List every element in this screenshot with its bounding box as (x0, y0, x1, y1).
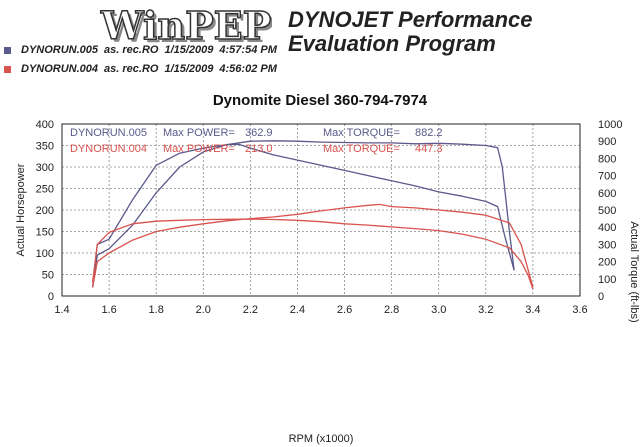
logo-text: WinPEP (100, 6, 271, 48)
x-tick-label: 3.6 (572, 304, 587, 316)
annotation-power-value: 362.9 (245, 127, 273, 139)
x-axis-label: RPM (x1000) (289, 433, 354, 445)
x-tick-labels: 1.4 1.6 1.8 2.0 2.2 2.4 2.6 2.8 3.0 3.2 3.4 3.6 (54, 304, 587, 316)
y-right-tick-label: 300 (598, 239, 616, 251)
y-right-tick-labels: 0 100 200 300 400 500 600 700 800 900 1000 (598, 119, 622, 303)
y-right-tick-label: 400 (598, 222, 616, 234)
x-tick-label: 1.8 (149, 304, 164, 316)
series-line-dynorun-004-power (91, 203, 534, 288)
annotation-run-name: DYNORUN.005 (70, 127, 147, 139)
y-left-tick-labels: 0 50 100 150 200 250 300 350 400 (36, 119, 54, 303)
y-right-tick-label: 0 (598, 291, 604, 303)
y-left-tick-label: 50 (42, 270, 54, 282)
y-right-tick-label: 700 (598, 171, 616, 183)
y-left-tick-label: 250 (36, 184, 54, 196)
annotation-run-005: DYNORUN.005 Max POWER= 362.9 Max TORQUE=… (70, 127, 443, 139)
y-left-tick-label: 400 (36, 119, 54, 131)
x-tick-label: 2.4 (290, 304, 305, 316)
y-left-tick-label: 150 (36, 227, 54, 239)
x-tick-label: 2.0 (196, 304, 211, 316)
chart-title: Dynomite Diesel 360-794-7974 (212, 92, 428, 109)
run-row-2: DYNORUN.004 as. rec.RO 1/15/2009 4:56:02 PM (4, 63, 283, 77)
y-right-tick-label: 500 (598, 205, 616, 217)
run-color-swatch (4, 46, 11, 54)
run-time: 4:56:02 PM (219, 63, 277, 75)
run-info: as. rec.RO (104, 44, 159, 56)
series-line-dynorun-005-power (91, 140, 515, 288)
annotation-torque-value: 447.3 (415, 143, 443, 155)
run-row-1: DYNORUN.005 as. rec.RO 1/15/2009 4:57:54 PM (4, 44, 283, 58)
annotation-torque-label: Max TORQUE= (323, 127, 400, 139)
x-tick-label: 3.0 (431, 304, 446, 316)
annotation-power-label: Max POWER= (163, 143, 235, 155)
series-line-dynorun-005-torque (91, 143, 515, 288)
annotation-torque-label: Max TORQUE= (323, 143, 400, 155)
annotation-power-label: Max POWER= (163, 127, 235, 139)
run-time: 4:57:54 PM (219, 44, 277, 56)
y-right-tick-label: 800 (598, 153, 616, 165)
y-left-tick-label: 0 (48, 291, 54, 303)
y-right-tick-label: 600 (598, 188, 616, 200)
y-right-tick-label: 1000 (598, 119, 622, 131)
y-right-tick-label: 900 (598, 136, 616, 148)
annotation-run-name: DYNORUN.004 (70, 143, 147, 155)
series-lines (91, 140, 534, 290)
x-tick-label: 1.4 (54, 304, 69, 316)
winpep-logo: WinPEP WinPEP (96, 6, 272, 48)
run-date: 1/15/2009 (164, 63, 214, 75)
run-info: as. rec.RO (104, 63, 159, 75)
y-left-tick-label: 100 (36, 248, 54, 260)
annotation-torque-value: 882.2 (415, 127, 443, 139)
series-line-dynorun-004-torque (91, 218, 534, 290)
y-left-tick-label: 300 (36, 162, 54, 174)
app-title: DYNOJET Performance Evaluation Program (288, 8, 638, 56)
app-title-line1: DYNOJET Performance (288, 7, 533, 32)
x-tick-label: 3.2 (478, 304, 493, 316)
y-right-tick-label: 200 (598, 257, 616, 269)
annotation-power-value: 213.0 (245, 143, 273, 155)
app-title-line2: Evaluation Program (288, 31, 496, 56)
x-tick-label: 2.6 (337, 304, 352, 316)
y-left-axis-label: Actual Horsepower (15, 163, 27, 256)
run-date: 1/15/2009 (164, 44, 214, 56)
y-left-tick-label: 350 (36, 141, 54, 153)
y-left-tick-label: 200 (36, 205, 54, 217)
logo-text-shadow: WinPEP (103, 6, 272, 48)
run-name: DYNORUN.004 (21, 63, 99, 75)
x-tick-label: 2.8 (384, 304, 399, 316)
x-tick-label: 2.2 (243, 304, 258, 316)
y-right-axis-label: Actual Torque (ft-lbs) (628, 221, 640, 322)
y-right-tick-label: 100 (598, 274, 616, 286)
annotation-run-004: DYNORUN.004 Max POWER= 213.0 Max TORQUE=… (70, 143, 443, 155)
run-color-swatch (4, 65, 11, 73)
x-tick-label: 3.4 (525, 304, 540, 316)
run-name: DYNORUN.005 (21, 44, 99, 56)
x-tick-label: 1.6 (101, 304, 116, 316)
plot-frame (61, 123, 581, 297)
